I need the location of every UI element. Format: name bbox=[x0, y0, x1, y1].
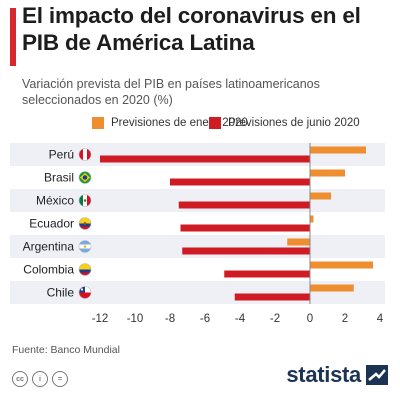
category-label: Ecuador bbox=[29, 217, 74, 231]
brazil-flag-icon bbox=[78, 171, 92, 184]
x-tick-label: 4 bbox=[377, 313, 384, 325]
category-label: Colombia bbox=[23, 263, 74, 277]
ecuador-flag-icon bbox=[78, 217, 92, 230]
argentina-flag-icon bbox=[78, 240, 92, 253]
bar-chart: Perú Brasil México Ecuador Argentina Colombia… bbox=[10, 143, 385, 325]
chart-title: El impacto del coronavirus en el PIB de … bbox=[22, 3, 361, 55]
legend-swatch-june bbox=[209, 117, 221, 129]
x-tick-label: -8 bbox=[165, 313, 175, 325]
bar-junio-ecuador bbox=[180, 224, 310, 232]
chart-subtitle: Variación prevista del PIB en países lat… bbox=[22, 77, 320, 107]
bar-enero-chile bbox=[310, 284, 354, 292]
bar-enero-colombia bbox=[310, 261, 373, 269]
category-label: México bbox=[36, 194, 74, 208]
bar-junio-colombia bbox=[224, 270, 310, 278]
title-accent-bar bbox=[10, 8, 16, 66]
x-tick-label: -6 bbox=[200, 313, 210, 325]
chile-flag-icon bbox=[78, 286, 92, 299]
no-derivatives-icon: = bbox=[52, 371, 68, 387]
bar-junio-chile bbox=[234, 293, 310, 301]
legend: Previsiones de enero 2020 Previsiones de… bbox=[0, 117, 400, 133]
legend-item-june: Previsiones de junio 2020 bbox=[209, 117, 360, 129]
bar-junio-argentina bbox=[182, 247, 310, 255]
x-tick-label: -2 bbox=[270, 313, 280, 325]
bar-junio-peru bbox=[100, 155, 310, 163]
attribution-icon: i bbox=[32, 371, 48, 387]
bar-junio-brazil bbox=[170, 178, 310, 186]
x-tick-label: -4 bbox=[235, 313, 246, 325]
legend-label-june: Previsiones de junio 2020 bbox=[228, 117, 360, 129]
x-tick-label: 0 bbox=[307, 313, 313, 325]
category-label: Argentina bbox=[23, 240, 75, 254]
colombia-flag-icon bbox=[78, 263, 92, 276]
category-label: Chile bbox=[47, 286, 75, 300]
bar-enero-ecuador bbox=[310, 215, 314, 223]
brand-name: statista bbox=[286, 362, 361, 387]
legend-swatch-january bbox=[92, 117, 104, 129]
x-tick-label: -10 bbox=[127, 313, 144, 325]
category-label: Brasil bbox=[44, 171, 74, 185]
bar-enero-peru bbox=[310, 146, 366, 154]
statista-logo[interactable]: statista bbox=[286, 362, 388, 388]
bar-enero-mexico bbox=[310, 192, 331, 200]
mexico-flag-icon bbox=[78, 194, 92, 207]
x-tick-label: 2 bbox=[342, 313, 348, 325]
peru-flag-icon bbox=[78, 148, 92, 161]
bar-enero-brazil bbox=[310, 169, 345, 177]
category-label: Perú bbox=[49, 148, 74, 162]
creative-commons-icon: cc bbox=[12, 371, 28, 387]
x-tick-label: -12 bbox=[92, 313, 109, 325]
bar-enero-argentina bbox=[287, 238, 310, 246]
license-icons: cc i = bbox=[12, 371, 68, 387]
statista-mark-icon bbox=[366, 365, 388, 385]
source-note: Fuente: Banco Mundial bbox=[12, 344, 120, 356]
bar-junio-mexico bbox=[178, 201, 310, 209]
